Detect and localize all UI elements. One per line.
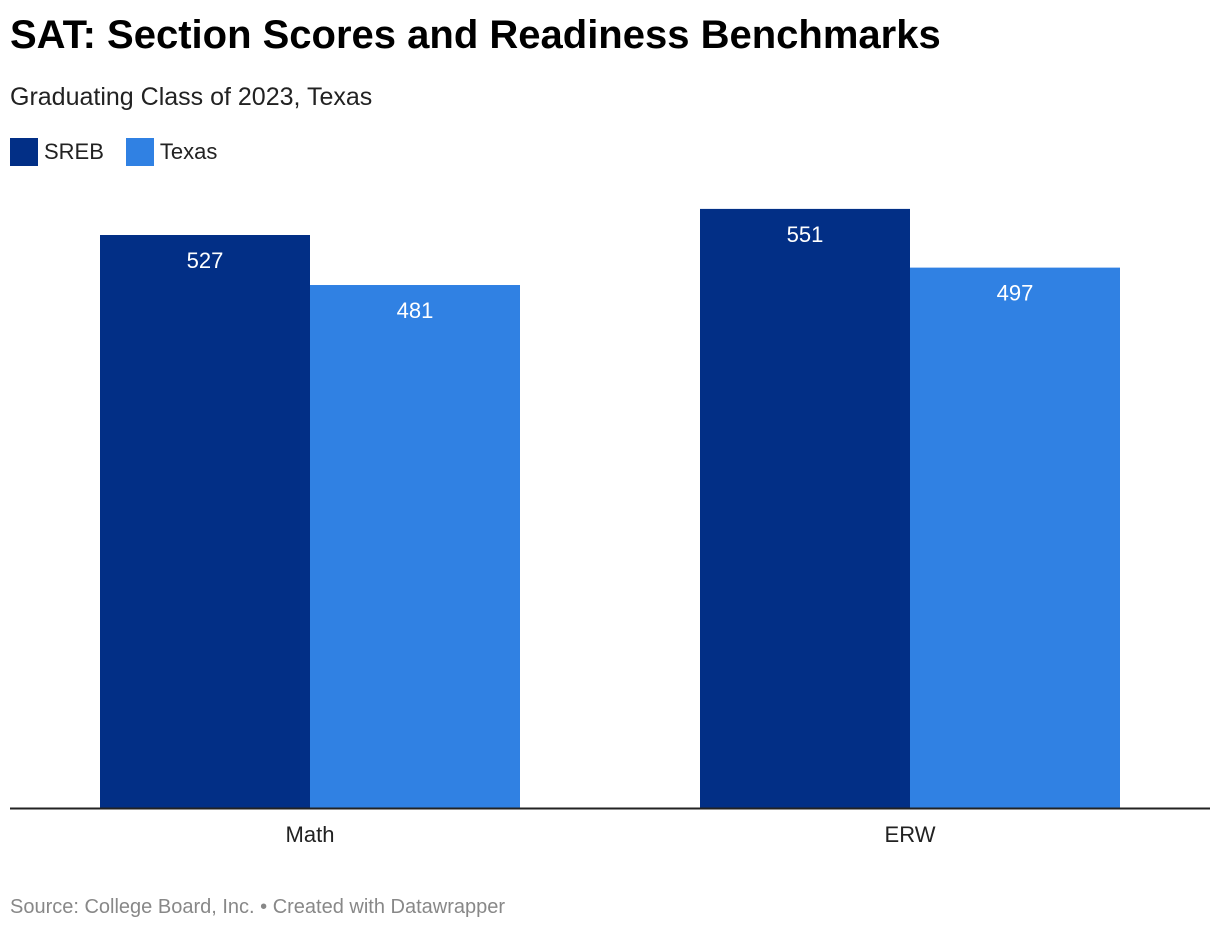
bar-value-label: 527 [187,248,224,273]
bar-sreb-math [100,235,310,808]
legend-item-texas: Texas [125,138,218,166]
legend-label-sreb: SREB [44,139,104,164]
bar-texas-math [310,285,520,809]
legend-label-texas: Texas [159,139,218,164]
source-credit: Source: College Board, Inc. • Created wi… [10,896,506,918]
bar-value-label: 551 [787,222,824,247]
bar-value-label: 481 [397,298,434,323]
x-tick-label: ERW [885,822,936,847]
bar-texas-erw [910,267,1120,808]
chart-subtitle: Graduating Class of 2023, Texas [10,83,373,111]
legend-swatch-texas [125,138,154,166]
chart-title: SAT: Section Scores and Readiness Benchm… [10,13,941,57]
legend: SREB Texas [10,137,239,167]
bar-value-label: 497 [997,281,1034,306]
bar-sreb-erw [700,208,910,808]
x-tick-label: Math [286,822,335,847]
legend-item-sreb: SREB [10,138,104,166]
legend-swatch-sreb [10,138,38,166]
